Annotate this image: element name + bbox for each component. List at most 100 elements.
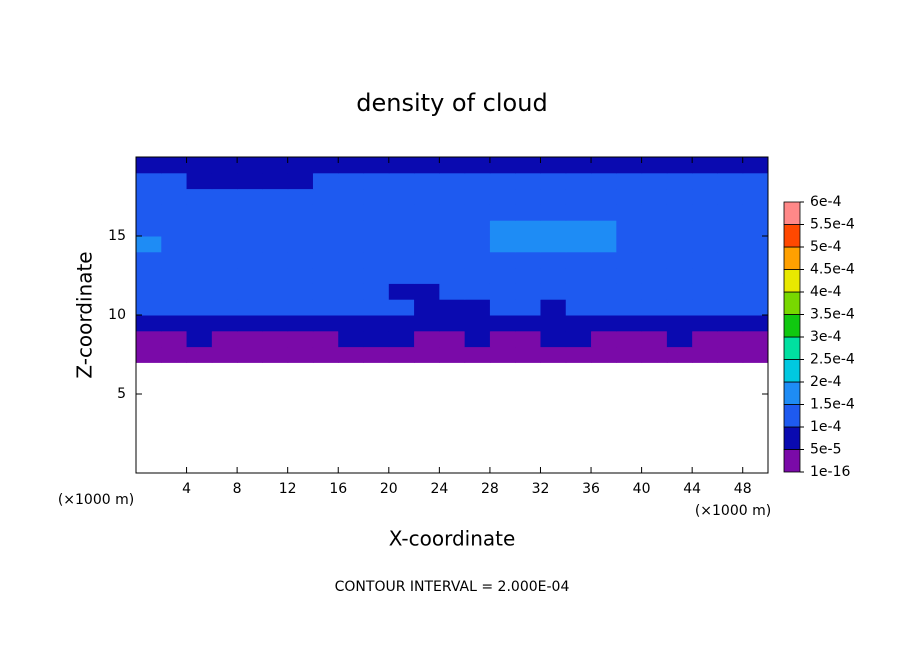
- contour-cell: [515, 267, 541, 284]
- contour-cell: [742, 188, 769, 205]
- contour-cell: [717, 220, 744, 237]
- contour-cell: [641, 188, 668, 205]
- contour-cell: [211, 346, 238, 363]
- contour-cell: [641, 172, 668, 190]
- contour-cell: [540, 236, 567, 253]
- contour-cell: [641, 236, 668, 253]
- contour-cell: [565, 299, 592, 316]
- contour-cell: [186, 299, 213, 316]
- contour-cell: [237, 346, 263, 363]
- note: CONTOUR INTERVAL = 2.000E-04: [335, 579, 570, 595]
- x-tick-label: 40: [633, 481, 651, 497]
- x-tick-label: 32: [532, 481, 550, 497]
- contour-cell: [692, 220, 718, 237]
- x-tick-label: 28: [481, 481, 499, 497]
- contour-cell: [161, 236, 188, 253]
- contour-cell: [414, 267, 440, 284]
- contour-cell: [161, 299, 188, 316]
- contour-cell: [338, 204, 365, 221]
- contour-cell: [717, 236, 744, 253]
- contour-cell: [363, 220, 390, 237]
- contour-cell: [616, 236, 643, 253]
- contour-cell: [186, 267, 213, 284]
- contour-cell: [262, 157, 289, 174]
- contour-cell: [287, 220, 314, 237]
- contour-cell: [312, 346, 339, 363]
- contour-cell: [186, 204, 213, 221]
- contour-cell: [591, 188, 617, 205]
- contour-cell: [591, 315, 617, 332]
- contour-cell: [262, 299, 289, 316]
- contour-cell: [717, 251, 744, 269]
- x-tick-label: 4: [182, 481, 191, 497]
- contour-cell: [540, 283, 567, 300]
- contour-cell: [388, 188, 415, 205]
- contour-cell: [262, 346, 289, 363]
- contour-cell: [439, 315, 466, 332]
- contour-cell: [312, 330, 339, 348]
- contour-cell: [414, 315, 440, 332]
- contour-cell: [565, 188, 592, 205]
- colorbar-label: 5e-5: [810, 442, 841, 458]
- contour-cell: [591, 299, 617, 316]
- contour-cell: [211, 283, 238, 300]
- contour-cell: [464, 204, 491, 221]
- contour-cell: [237, 188, 263, 205]
- contour-cell: [312, 299, 339, 316]
- contour-cell: [540, 220, 567, 237]
- colorbar-label: 4e-4: [810, 284, 842, 300]
- contour-cell: [287, 346, 314, 363]
- contour-cell: [312, 172, 339, 190]
- contour-cell: [136, 330, 162, 348]
- contour-cell: [641, 251, 668, 269]
- colorbar-label: 4.5e-4: [810, 262, 855, 278]
- contour-cell: [489, 299, 516, 316]
- contour-cell: [287, 251, 314, 269]
- colorbar-swatch: [783, 359, 801, 383]
- contour-cell: [211, 157, 238, 174]
- contour-cell: [136, 346, 162, 363]
- contour-cell: [742, 251, 769, 269]
- contour-cell: [565, 330, 592, 348]
- contour-cell: [439, 172, 466, 190]
- contour-cell: [666, 236, 693, 253]
- contour-cell: [666, 330, 693, 348]
- x-tick-label: 16: [329, 481, 347, 497]
- contour-cell: [439, 299, 466, 316]
- contour-cell: [515, 220, 541, 237]
- contour-cell: [161, 267, 188, 284]
- contour-cell: [136, 204, 162, 221]
- contour-cell: [464, 236, 491, 253]
- contour-cell: [312, 267, 339, 284]
- contour-cell: [540, 330, 567, 348]
- contour-cell: [414, 346, 440, 363]
- contour-cell: [338, 172, 365, 190]
- contour-cell: [489, 251, 516, 269]
- contour-cell: [237, 330, 263, 348]
- contour-cell: [287, 172, 314, 190]
- contour-cell: [338, 251, 365, 269]
- contour-cell: [565, 346, 592, 363]
- colorbar-label: 3.5e-4: [810, 307, 855, 323]
- contour-cell: [591, 267, 617, 284]
- contour-cell: [186, 346, 213, 363]
- contour-cell: [363, 157, 390, 174]
- contour-cell: [742, 283, 769, 300]
- contour-cell: [666, 267, 693, 284]
- contour-cell: [616, 172, 643, 190]
- contour-cell: [363, 346, 390, 363]
- contour-cell: [186, 220, 213, 237]
- contour-cell: [388, 220, 415, 237]
- contour-cell: [136, 172, 162, 190]
- contour-cell: [414, 330, 440, 348]
- contour-cell: [186, 315, 213, 332]
- contour-cell: [742, 220, 769, 237]
- contour-cell: [388, 236, 415, 253]
- contour-cell: [161, 220, 188, 237]
- x-tick-label: 44: [683, 481, 701, 497]
- contour-cell: [692, 299, 718, 316]
- contour-cell: [641, 267, 668, 284]
- contour-cell: [338, 330, 365, 348]
- contour-cell: [616, 315, 643, 332]
- contour-cell: [262, 172, 289, 190]
